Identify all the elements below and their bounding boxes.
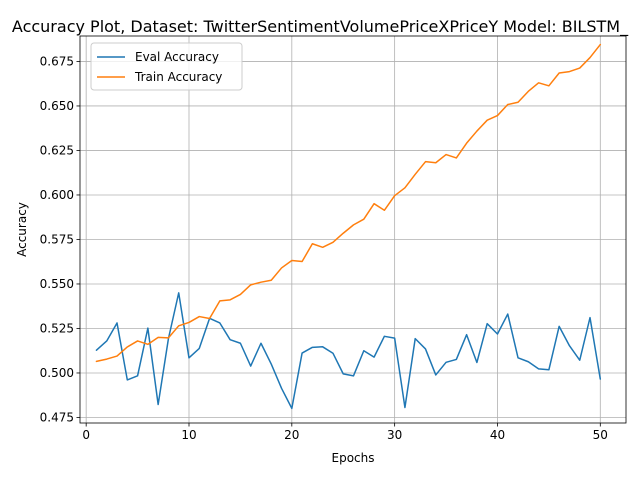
x-axis-label: Epochs — [332, 451, 375, 465]
x-tick-label: 30 — [387, 428, 402, 442]
y-tick-label: 0.675 — [40, 54, 74, 68]
y-tick-label: 0.525 — [40, 321, 74, 335]
eval-accuracy-line — [95, 292, 602, 410]
x-tick-label: 40 — [490, 428, 505, 442]
plot-frame — [79, 35, 627, 424]
y-tick-label: 0.600 — [40, 188, 74, 202]
x-tick-label: 50 — [593, 428, 608, 442]
legend-label-eval: Eval Accuracy — [135, 50, 219, 64]
grid-lines — [80, 36, 626, 423]
legend-box — [90, 42, 243, 91]
y-tick-label: 0.650 — [40, 99, 74, 113]
x-tick-label: 10 — [181, 428, 196, 442]
x-tick-label: 20 — [284, 428, 299, 442]
x-axis-ticks: 0 10 20 30 40 50 — [82, 423, 608, 442]
y-axis-ticks: 0.475 0.500 0.525 0.550 0.575 0.600 0.625 0.650… — [40, 54, 80, 424]
y-tick-label: 0.475 — [40, 410, 74, 424]
y-tick-label: 0.500 — [40, 366, 74, 380]
x-tick-label: 0 — [82, 428, 90, 442]
y-tick-label: 0.625 — [40, 143, 74, 157]
y-tick-label: 0.550 — [40, 277, 74, 291]
chart-title: Accuracy Plot, Dataset: TwitterSentiment… — [12, 17, 629, 37]
legend: Eval Accuracy Train Accuracy — [90, 42, 243, 91]
legend-label-train: Train Accuracy — [134, 70, 222, 84]
y-axis-label: Accuracy — [15, 202, 29, 257]
y-tick-label: 0.575 — [40, 232, 74, 246]
train-accuracy-line — [95, 43, 602, 363]
series-layer — [95, 43, 602, 410]
